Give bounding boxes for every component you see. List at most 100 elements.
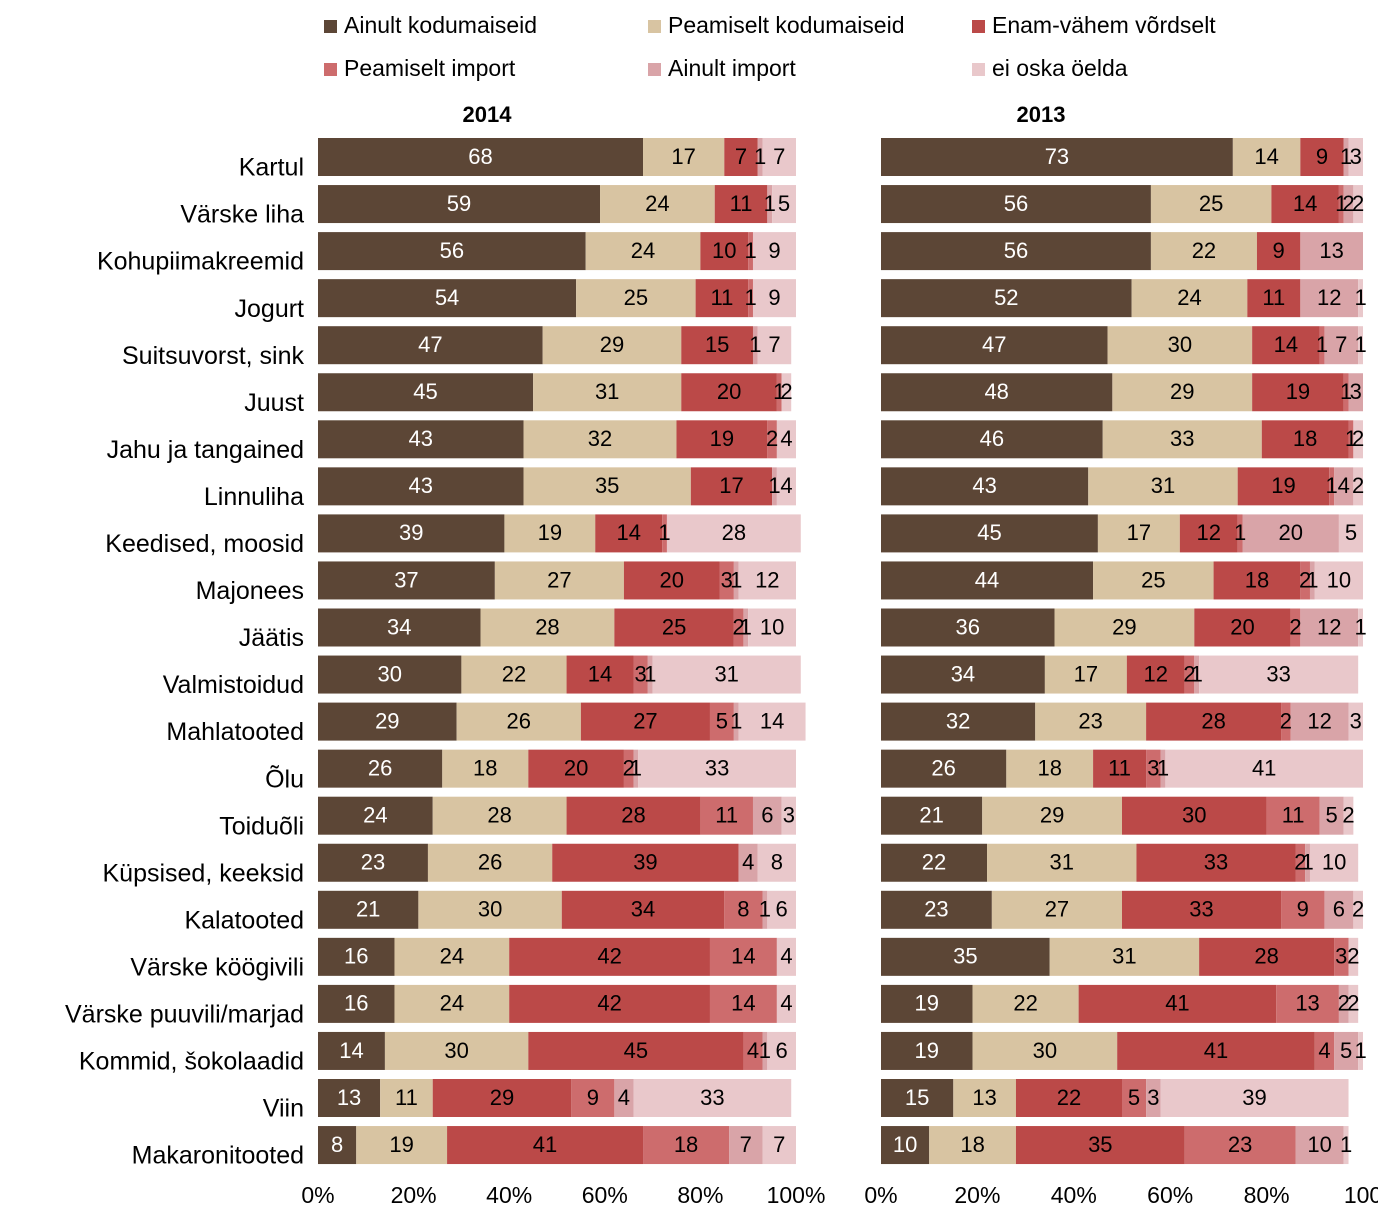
data-label: 54	[435, 285, 459, 310]
bar-segment	[1324, 326, 1359, 365]
bar-segment	[1338, 185, 1344, 224]
category-label: Linnuliha	[204, 483, 304, 511]
bar-segment	[733, 608, 744, 647]
data-label: 27	[1045, 897, 1069, 922]
bar-segment	[709, 702, 734, 741]
bar-segment	[318, 1126, 357, 1165]
bar-segment	[528, 749, 624, 788]
data-label: 1	[759, 1038, 771, 1063]
panel-title: 2014	[463, 102, 513, 127]
data-label: 3	[635, 661, 647, 686]
bar-segment	[752, 326, 758, 365]
bar-segment	[1353, 890, 1363, 929]
bar-segment	[643, 1126, 730, 1165]
data-label: 31	[1050, 850, 1074, 875]
bar-segment	[318, 420, 524, 459]
data-label: 2	[1347, 944, 1359, 969]
bar-segment	[318, 467, 524, 506]
bar-segment	[1276, 984, 1339, 1023]
bar-segment	[881, 326, 1108, 365]
data-label: 27	[633, 708, 657, 733]
data-label: 17	[671, 144, 695, 169]
data-label: 17	[719, 473, 743, 498]
data-label: 2	[623, 755, 635, 780]
data-label: 8	[331, 1132, 343, 1157]
bar-segment	[394, 937, 510, 976]
bar-segment	[762, 1031, 768, 1070]
bar-segment	[772, 185, 796, 224]
bar-segment	[881, 796, 983, 835]
data-label: 68	[468, 144, 492, 169]
bar-segment	[533, 373, 682, 412]
bar-segment	[762, 890, 768, 929]
data-label: 26	[368, 755, 392, 780]
bar-segment	[509, 937, 710, 976]
data-label: 9	[1316, 144, 1328, 169]
data-label: 4	[780, 473, 792, 498]
bar-segment	[881, 937, 1050, 976]
data-label: 29	[375, 708, 399, 733]
bar-segment	[776, 984, 796, 1023]
bar-segment	[709, 937, 777, 976]
bar-segment	[1131, 279, 1248, 318]
bar-segment	[585, 232, 701, 271]
data-label: 2	[1183, 661, 1195, 686]
data-label: 30	[1182, 803, 1206, 828]
bar-segment	[566, 796, 701, 835]
data-label: 10	[1307, 1132, 1331, 1157]
bar-segment	[757, 326, 792, 365]
category-label: Majonees	[196, 577, 304, 605]
data-label: 4	[780, 426, 792, 451]
data-label: 1	[1306, 567, 1318, 592]
bar-segment	[318, 514, 505, 553]
x-tick-label: 40%	[1051, 1182, 1097, 1208]
data-label: 41	[533, 1132, 557, 1157]
bar-segment	[1353, 185, 1363, 224]
bar-segment	[1252, 373, 1344, 412]
bar-segment	[1314, 561, 1363, 600]
category-label: Makaronitooted	[132, 1142, 304, 1170]
bar-segment	[1261, 420, 1349, 459]
bar-segment	[1194, 608, 1291, 647]
data-label: 42	[597, 944, 621, 969]
data-label: 5	[778, 191, 790, 216]
bar-segment	[318, 749, 443, 788]
bar-segment	[1343, 1126, 1349, 1165]
data-label: 4	[742, 850, 754, 875]
data-label: 31	[595, 379, 619, 404]
bar-segment	[595, 514, 663, 553]
bar-segment	[1093, 561, 1214, 600]
data-label: 20	[1230, 614, 1254, 639]
data-label: 56	[440, 238, 464, 263]
legend-swatch	[972, 20, 985, 33]
data-label: 39	[1242, 1085, 1266, 1110]
bar-segment	[881, 561, 1094, 600]
category-label: Keedised, moosid	[105, 530, 304, 558]
bar-segment	[881, 420, 1103, 459]
data-label: 19	[710, 426, 734, 451]
data-label: 2	[1289, 614, 1301, 639]
bar-segment	[1199, 655, 1359, 694]
data-label: 2	[1352, 191, 1364, 216]
bar-segment	[1343, 796, 1354, 835]
bar-segment	[748, 608, 796, 647]
data-label: 1	[1354, 614, 1366, 639]
bar-segment	[571, 1079, 615, 1117]
legend-label: Peamiselt import	[344, 55, 516, 81]
data-label: 8	[737, 897, 749, 922]
bar-segment	[614, 1079, 634, 1117]
data-label: 30	[444, 1038, 468, 1063]
data-label: 19	[915, 1038, 939, 1063]
data-label: 1	[1354, 1038, 1366, 1063]
x-tick-label: 60%	[582, 1182, 628, 1208]
data-label: 31	[1151, 473, 1175, 498]
legend-label: Ainult kodumaiseid	[344, 12, 537, 38]
data-label: 43	[409, 473, 433, 498]
bar-segment	[600, 185, 715, 224]
legend-swatch	[324, 63, 337, 76]
bar-segment	[1334, 467, 1354, 506]
bar-segment	[1295, 1126, 1344, 1165]
bar-segment	[752, 279, 796, 318]
data-label: 13	[972, 1085, 996, 1110]
data-label: 24	[363, 803, 387, 828]
